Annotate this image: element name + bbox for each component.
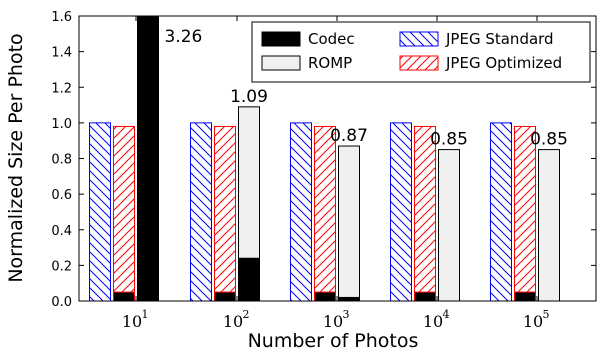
- y-tick-label: 0.4: [51, 224, 72, 239]
- x-tick-exponent: 2: [243, 308, 250, 321]
- bar-jpeg-standard: [89, 122, 111, 302]
- bar-codec: [137, 15, 159, 302]
- data-label: 3.26: [165, 27, 203, 47]
- bar-jpeg-standard: [390, 122, 412, 302]
- legend-swatch: [261, 31, 301, 47]
- bar-jpeg-optimized: [214, 125, 236, 302]
- bar-jpeg-standard: [290, 122, 312, 302]
- x-axis: 10 1 10 2 10 3 10 4 10 5: [122, 16, 550, 331]
- legend-entry: Codec: [308, 30, 355, 48]
- y-tick-label: 0.0: [51, 295, 72, 310]
- bar-jpeg-optimized-codec: [214, 291, 236, 302]
- y-tick-label: 0.8: [51, 153, 72, 168]
- y-tick-label: 1.6: [51, 10, 72, 25]
- bar-jpeg-standard: [490, 122, 512, 302]
- bar-jpeg-standard: [190, 122, 212, 302]
- y-tick-label: 0.2: [51, 259, 72, 274]
- x-tick-label: 10: [423, 312, 443, 331]
- bar-romp: [538, 149, 560, 302]
- bar-jpeg-optimized-codec: [314, 291, 336, 302]
- y-tick-label: 1.4: [51, 46, 72, 61]
- bar-jpeg-optimized-codec: [514, 291, 536, 302]
- bar-jpeg-optimized: [514, 125, 536, 302]
- legend: Codec ROMP JPEG Standard JPEG Optimized: [251, 21, 591, 83]
- bar-codec: [338, 296, 360, 302]
- data-label: 0.87: [330, 126, 368, 146]
- y-tick-label: 0.6: [51, 188, 72, 203]
- legend-swatch: [399, 31, 439, 47]
- legend-entry: JPEG Standard: [445, 30, 554, 48]
- x-tick-label: 10: [122, 312, 142, 331]
- x-tick-exponent: 1: [142, 308, 149, 321]
- bar-jpeg-optimized-codec: [414, 291, 436, 302]
- x-tick-exponent: 4: [443, 308, 450, 321]
- y-tick-label: 1.0: [51, 117, 72, 132]
- x-tick-label: 10: [223, 312, 243, 331]
- legend-entry: ROMP: [308, 54, 352, 72]
- plot-area: 3.26 1.09 0.87 0.85 0.85: [78, 15, 597, 302]
- x-tick-label: 10: [323, 312, 343, 331]
- legend-entry: JPEG Optimized: [445, 54, 562, 72]
- x-tick-label: 10: [523, 312, 543, 331]
- bar-jpeg-optimized-codec: [113, 291, 135, 302]
- legend-swatch: [261, 55, 301, 71]
- bar-jpeg-optimized: [414, 125, 436, 302]
- bar-codec: [238, 257, 260, 302]
- y-axis-label: Normalized Size Per Photo: [5, 33, 27, 282]
- x-tick-exponent: 5: [543, 308, 550, 321]
- bar-jpeg-optimized: [113, 125, 135, 302]
- bar-jpeg-optimized: [314, 125, 336, 302]
- x-tick-exponent: 3: [343, 308, 350, 321]
- bar-romp: [338, 145, 360, 302]
- x-axis-label: Number of Photos: [248, 330, 419, 352]
- data-label: 1.09: [230, 87, 268, 107]
- data-label: 0.85: [530, 130, 568, 150]
- data-label: 0.85: [430, 130, 468, 150]
- y-axis: 0.0 0.2 0.4 0.6 0.8 1.0 1.2 1.4 1.6: [51, 10, 596, 310]
- y-tick-label: 1.2: [51, 81, 72, 96]
- legend-swatch: [399, 55, 439, 71]
- bar-romp: [438, 149, 460, 302]
